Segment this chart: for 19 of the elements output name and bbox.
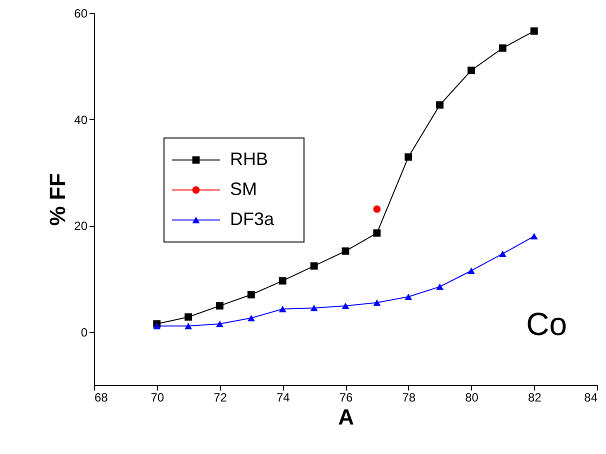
x-tick-label: 82 (528, 390, 542, 404)
legend-label: DF3a (230, 209, 276, 229)
x-tick-label: 72 (214, 390, 228, 404)
x-tick-label: 68 (94, 390, 108, 404)
annotation: Co (526, 306, 567, 342)
x-tick-label: 70 (150, 390, 164, 404)
y-tick-label: 0 (80, 325, 88, 340)
x-tick-label: 84 (584, 390, 598, 404)
x-tick-label: 78 (402, 390, 416, 404)
y-axis-title: % FF (45, 173, 70, 226)
y-tick-label: 60 (74, 6, 88, 20)
x-tick-label: 76 (339, 390, 353, 404)
legend-label: RHB (230, 149, 268, 169)
y-tick-label: 40 (74, 112, 88, 127)
x-axis-title: A (338, 404, 354, 430)
x-tick-label: 80 (465, 390, 479, 404)
x-tick-label: 74 (276, 390, 290, 404)
legend-label: SM (230, 179, 257, 199)
y-tick-label: 20 (74, 219, 88, 234)
